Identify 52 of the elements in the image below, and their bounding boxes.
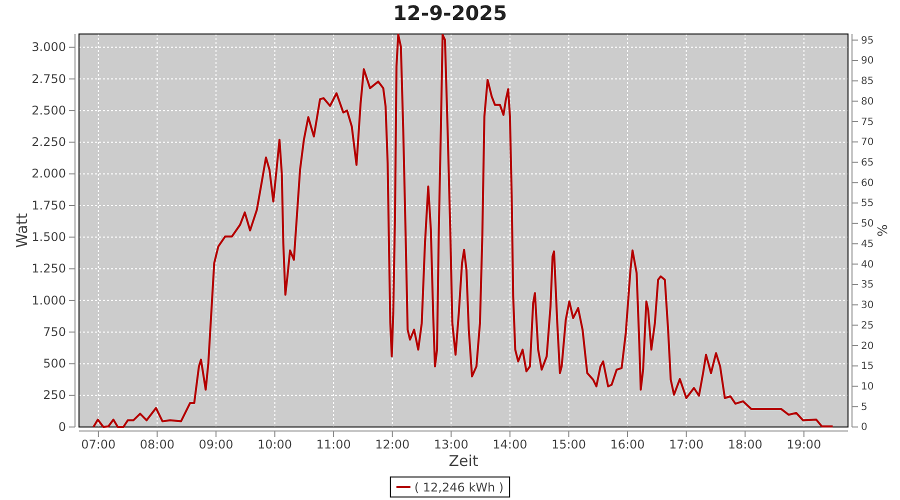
x-tick-label: 18:00 (728, 438, 762, 452)
y2-tick-label: 25 (861, 320, 874, 332)
y-tick-label: 1.500 (32, 230, 66, 244)
y-tick-label: 250 (43, 388, 66, 402)
y2-tick-label: 10 (861, 381, 874, 392)
x-tick-label: 11:00 (316, 438, 351, 452)
y2-tick-label: 75 (861, 116, 874, 128)
x-tick-label: 13:00 (434, 438, 468, 452)
y-tick-label: 2.000 (32, 166, 66, 181)
legend-label: ( 12,246 kWh ) (414, 480, 504, 494)
y-tick-label: 1.750 (32, 198, 66, 212)
y2-tick-label: 70 (861, 137, 874, 148)
y2-tick-label: 35 (861, 280, 874, 291)
y-tick-label: 2.250 (32, 135, 66, 150)
x-tick-label: 12:00 (375, 438, 410, 452)
y2-tick-label: 55 (861, 198, 874, 210)
y2-tick-label: 30 (861, 300, 874, 312)
x-tick-label: 15:00 (551, 438, 586, 452)
y2-tick-label: 0 (861, 422, 868, 434)
chart-title: 12-9-2025 (392, 1, 508, 25)
x-axis-title: Zeit (448, 452, 478, 470)
x-tick-label: 14:00 (492, 438, 528, 452)
x-tick-label: 07:00 (81, 438, 116, 452)
y2-tick-label: 50 (861, 218, 874, 230)
y-tick-label: 1.250 (32, 262, 66, 276)
y2-tick-label: 60 (861, 178, 874, 189)
y2-tick-label: 95 (861, 35, 874, 46)
y-tick-label: 500 (43, 356, 66, 371)
y-tick-label: 2.750 (32, 72, 66, 86)
y2-tick-label: 5 (861, 402, 868, 413)
y2-tick-label: 85 (861, 76, 874, 88)
y2-tick-label: 45 (861, 238, 874, 250)
x-tick-label: 08:00 (140, 438, 174, 452)
x-tick-label: 19:00 (786, 438, 822, 452)
line-series (92, 34, 834, 428)
y-tick-label: 1.000 (32, 293, 66, 308)
x-tick-label: 16:00 (610, 438, 645, 452)
y2-tick-label: 90 (861, 56, 874, 67)
y-tick-label: 0 (58, 420, 66, 434)
y2-tick-label: 20 (861, 340, 874, 352)
y2-tick-label: 80 (861, 96, 874, 108)
y2-axis-title: % (876, 224, 891, 237)
y2-tick-label: 40 (861, 259, 874, 270)
y2-tick-label: 65 (861, 157, 874, 168)
y-axis-title: Watt (13, 212, 31, 248)
x-tick-label: 17:00 (669, 438, 704, 452)
y2-tick-label: 15 (861, 361, 874, 372)
x-tick-label: 09:00 (198, 438, 234, 452)
x-tick-label: 10:00 (257, 438, 292, 452)
y-tick-label: 3.000 (32, 40, 66, 54)
y-tick-label: 2.500 (32, 103, 66, 118)
y-tick-label: 750 (43, 324, 66, 339)
